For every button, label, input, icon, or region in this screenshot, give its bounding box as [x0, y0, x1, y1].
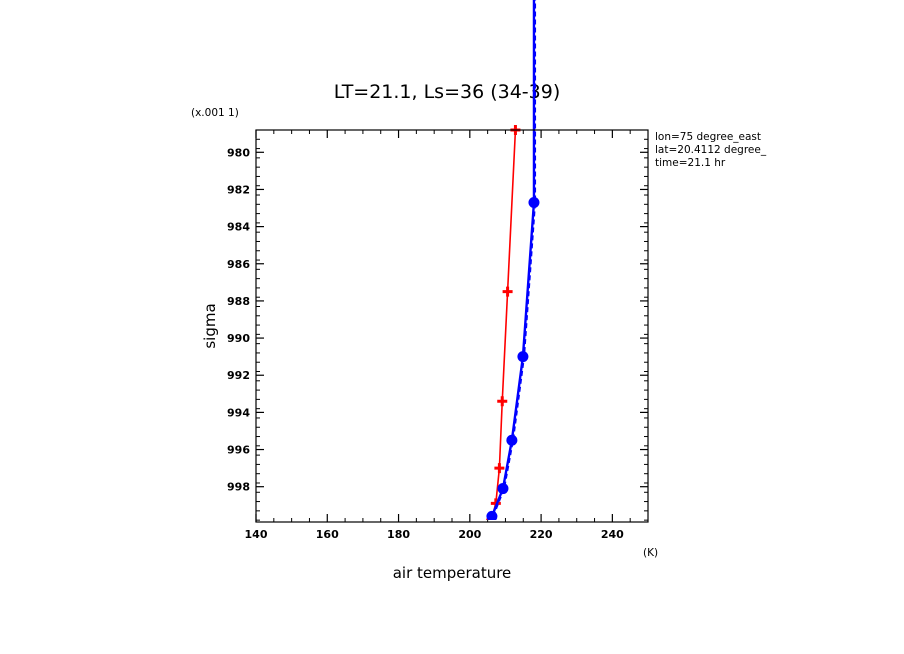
data-point	[497, 396, 508, 407]
data-point	[497, 483, 509, 495]
x-axis-label: air temperature	[393, 564, 512, 582]
annotation-lon: lon=75 degree_east	[655, 131, 761, 143]
annotation-block: lon=75 degree_east lat=20.4112 degree_ t…	[655, 131, 767, 169]
series-0	[486, 125, 521, 520]
y-tick-label: 990	[227, 332, 250, 345]
y-tick-label: 984	[227, 221, 250, 234]
y-tick-label: 986	[227, 258, 250, 271]
y-tick-label: 994	[227, 406, 250, 419]
data-point	[494, 463, 505, 474]
chart-title: LT=21.1, Ls=36 (34-39)	[334, 81, 561, 103]
data-point	[486, 510, 498, 520]
y-tick-label: 996	[227, 444, 250, 457]
x-tick-label: 180	[387, 528, 410, 541]
x-tick-label: 220	[530, 528, 553, 541]
y-tick-label: 982	[227, 183, 250, 196]
x-tick-label: 140	[245, 528, 268, 541]
y-axis-label: sigma	[201, 303, 219, 348]
y-scale-note: (x.001 1)	[191, 107, 239, 119]
series-line	[490, 129, 517, 520]
data-point	[506, 434, 518, 446]
data-point	[517, 351, 529, 363]
x-units-label: (K)	[643, 547, 658, 559]
y-tick-label: 992	[227, 369, 250, 382]
y-tick-label: 988	[227, 295, 250, 308]
annotation-time: time=21.1 hr	[655, 157, 726, 169]
data-point	[528, 196, 540, 208]
series-1	[486, 0, 540, 520]
x-tick-label: 200	[458, 528, 481, 541]
x-tick-label: 240	[601, 528, 624, 541]
y-tick-label: 980	[227, 146, 250, 159]
annotation-lat: lat=20.4112 degree_	[655, 144, 767, 156]
x-tick-label: 160	[316, 528, 339, 541]
plot-frame	[255, 129, 649, 523]
data-point	[502, 286, 513, 297]
series-layer	[486, 0, 540, 520]
y-tick-label: 998	[227, 481, 250, 494]
axis-ticks: 140 160 180 200 220 240 980 982 984 986 988 990 992 9…	[227, 129, 649, 541]
